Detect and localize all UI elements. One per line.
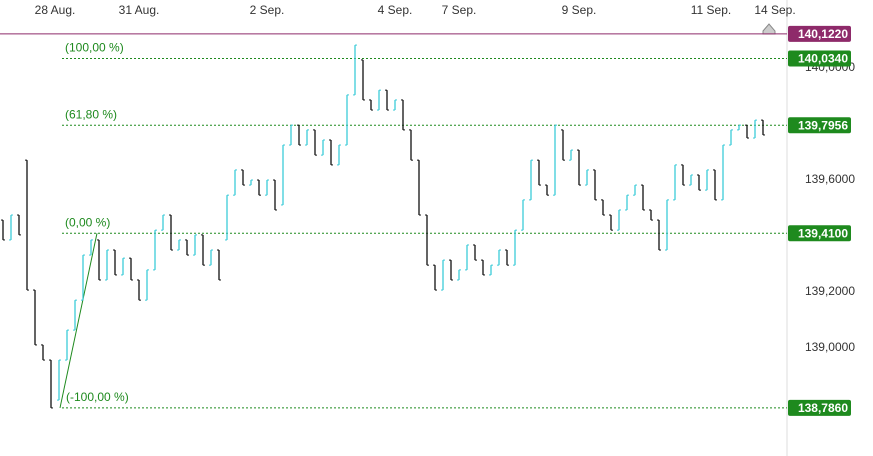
x-tick-label: 28 Aug. bbox=[35, 3, 76, 17]
x-tick-label: 9 Sep. bbox=[562, 3, 597, 17]
last-price-label: 140,1220 bbox=[798, 27, 848, 41]
level-name: (100,00 %) bbox=[65, 41, 124, 55]
level-name: (0,00 %) bbox=[65, 215, 110, 229]
x-tick-label: 11 Sep. bbox=[691, 3, 731, 17]
level-box bbox=[788, 225, 851, 242]
x-tick-label: 4 Sep. bbox=[378, 3, 413, 17]
x-tick-label: 31 Aug. bbox=[119, 3, 160, 17]
x-tick-label: 14 Sep. bbox=[754, 3, 795, 17]
level-name: (61,80 %) bbox=[65, 107, 117, 121]
level-name: (-100,00 %) bbox=[66, 390, 129, 404]
y-tick-label: 139,0000 bbox=[805, 340, 855, 354]
y-tick-label: 139,2000 bbox=[805, 284, 855, 298]
home-marker bbox=[762, 23, 776, 35]
level-price-label: 138,7860 bbox=[798, 401, 848, 415]
level-box bbox=[788, 399, 851, 416]
fib-trend-line bbox=[59, 233, 98, 409]
x-tick-label: 7 Sep. bbox=[442, 3, 477, 17]
level-price-label: 139,4100 bbox=[798, 226, 848, 240]
level-price-label: 139,7956 bbox=[798, 118, 848, 132]
last-price-box bbox=[788, 25, 851, 42]
level-price-label: 140,0340 bbox=[798, 52, 848, 66]
level-box bbox=[788, 117, 851, 134]
y-tick-label: 139,6000 bbox=[805, 172, 855, 186]
plot-area bbox=[1, 44, 787, 409]
x-tick-label: 2 Sep. bbox=[250, 3, 285, 17]
level-box bbox=[788, 50, 851, 67]
